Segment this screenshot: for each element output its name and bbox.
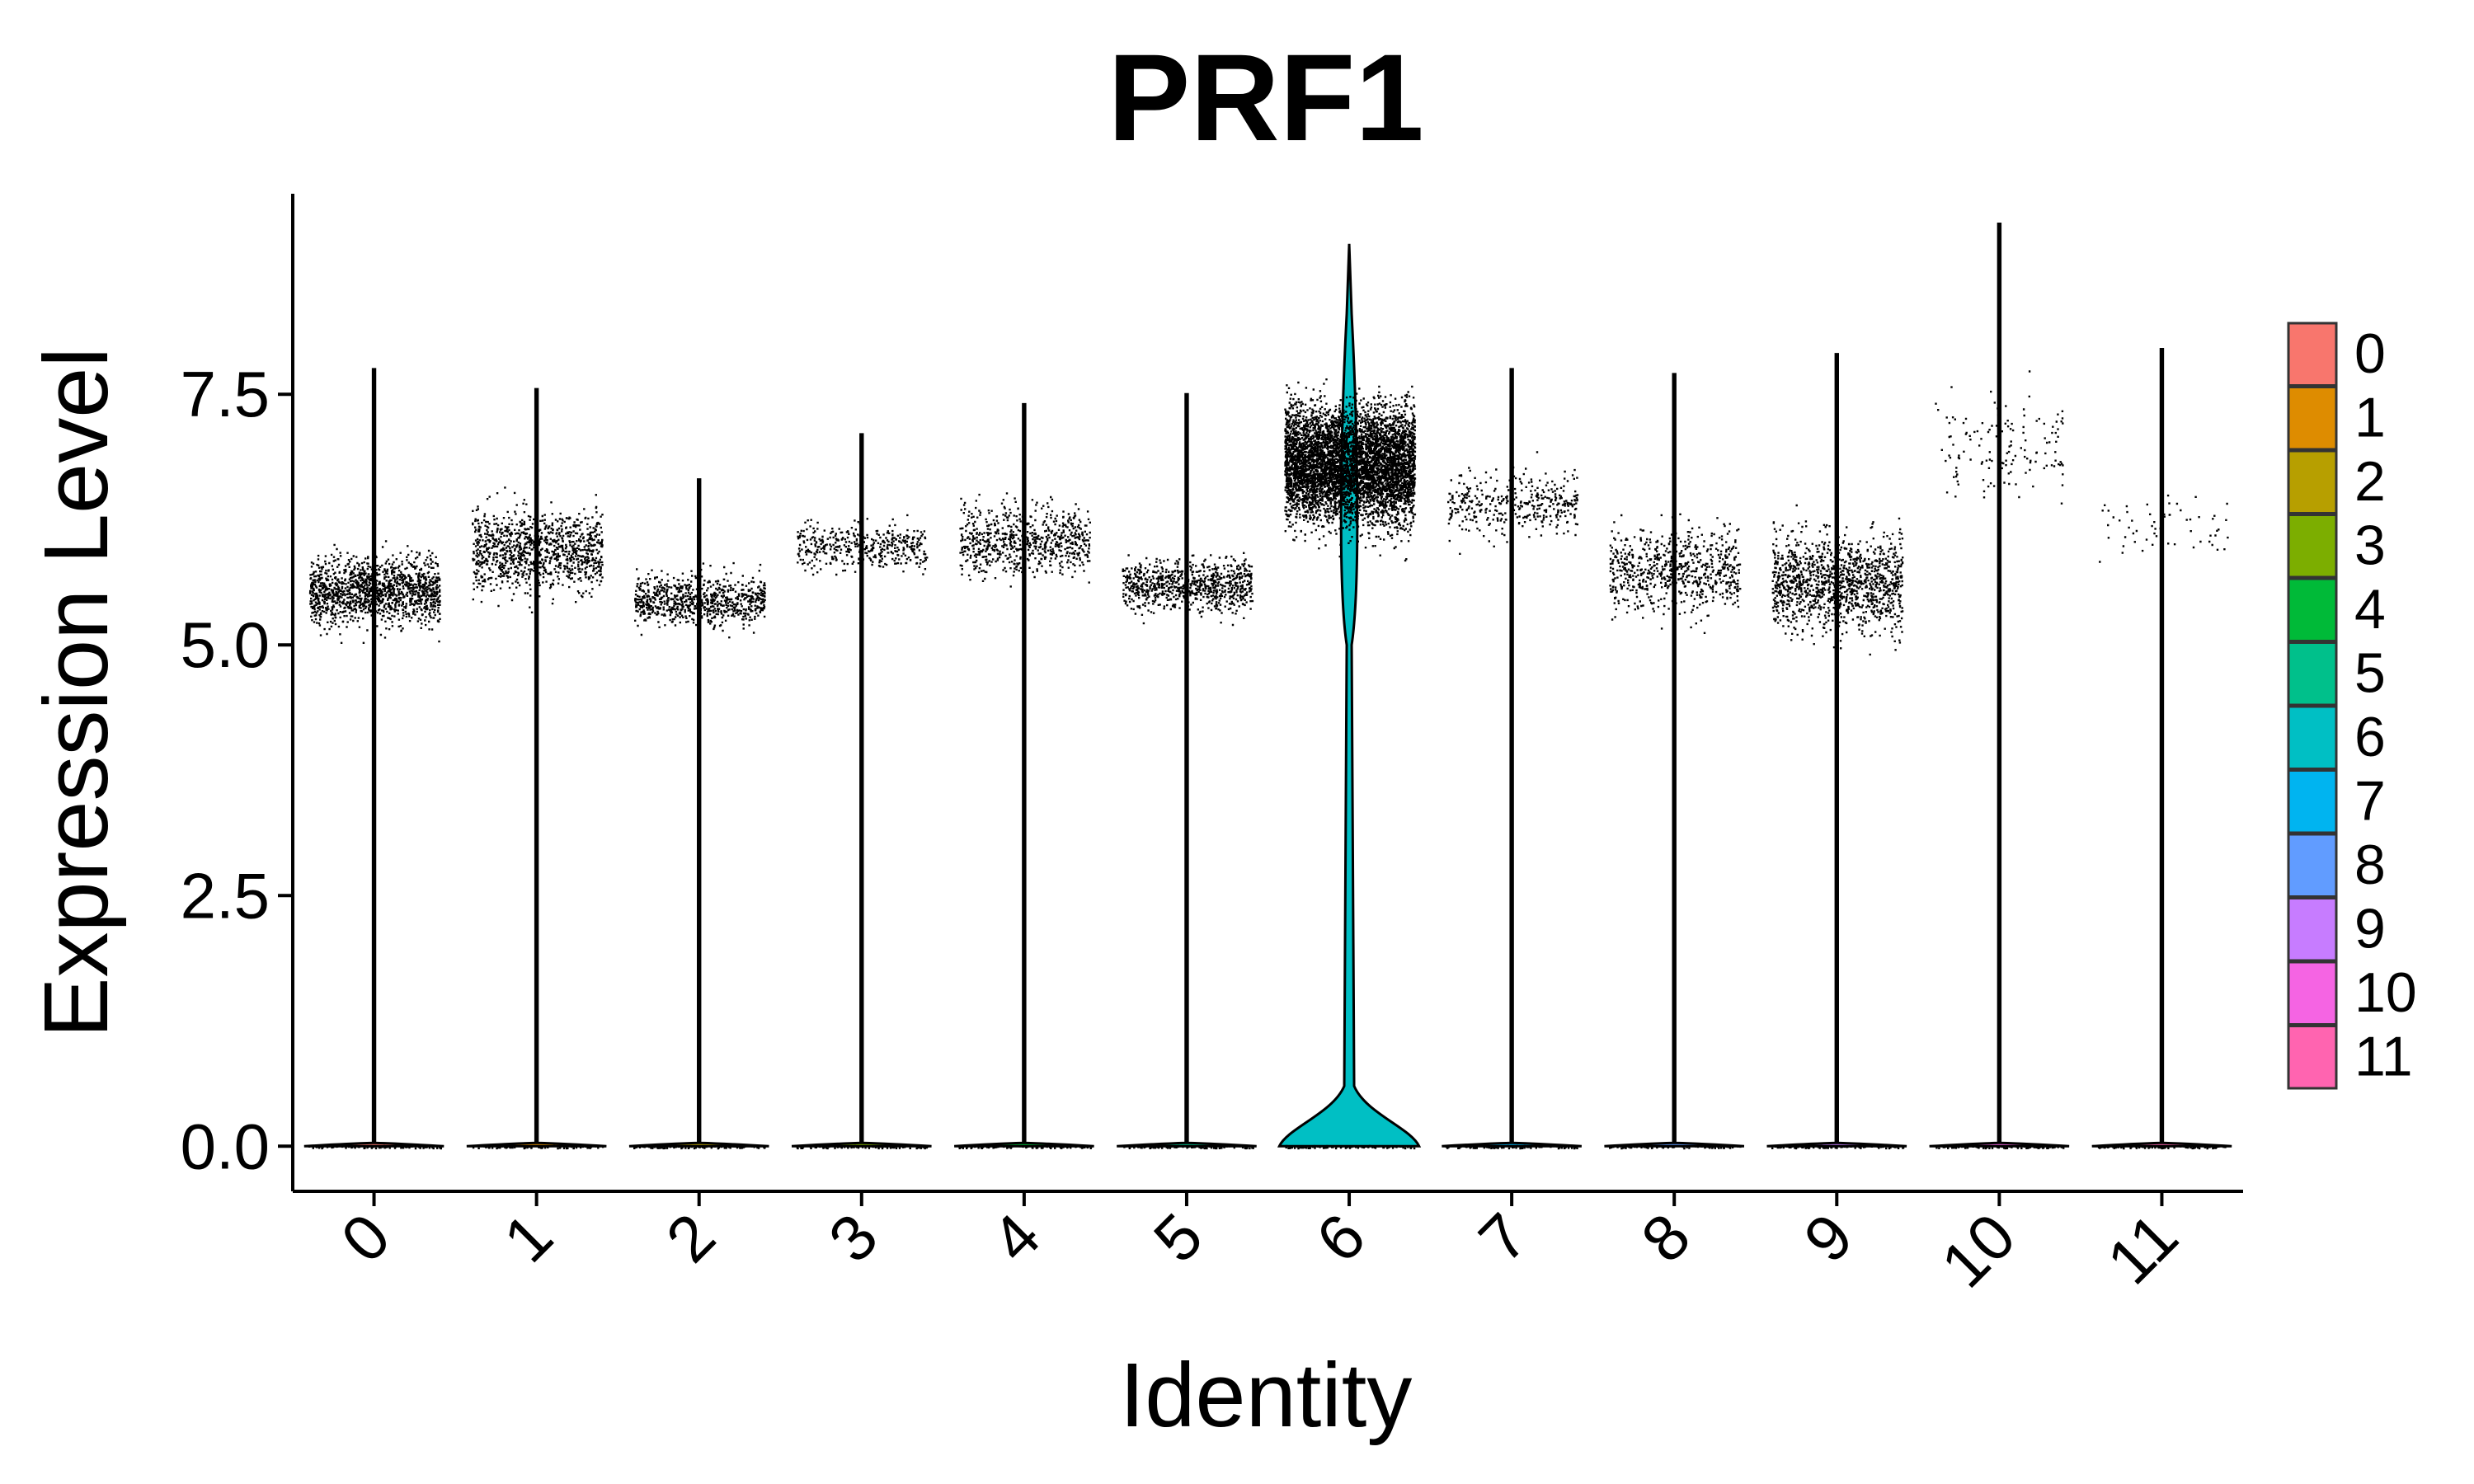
cluster-10-group (1929, 222, 2070, 1150)
cell-points-0 (308, 540, 443, 1150)
legend-label-10: 10 (2354, 961, 2417, 1024)
legend-label-9: 9 (2354, 898, 2386, 960)
points-cluster-6 (1284, 378, 1417, 1150)
points-cluster-2 (633, 561, 766, 1150)
legend-swatch-2 (2287, 449, 2338, 514)
points-cluster-0 (308, 540, 443, 1150)
x-tick-label: 1 (490, 1200, 567, 1276)
cluster-1-group (466, 387, 607, 1150)
cluster-5-group (1117, 392, 1257, 1150)
violin-cluster-11 (2091, 347, 2232, 1148)
y-tick-label: 5.0 (181, 608, 270, 681)
violin-cluster-3 (791, 433, 932, 1148)
x-tick-label: 2 (652, 1200, 729, 1276)
x-axis: 0 1 2 3 4 5 6 7 8 9 10 11 (293, 1190, 2243, 1302)
legend-swatch-11 (2287, 1025, 2338, 1090)
legend-label-8: 8 (2354, 834, 2386, 896)
violin-cluster-9 (1766, 353, 1907, 1148)
legend-label-11: 11 (2354, 1026, 2413, 1088)
cluster-0-group (303, 368, 444, 1150)
x-tick-label: 6 (1302, 1200, 1379, 1276)
legend-label-2: 2 (2354, 450, 2386, 513)
cell-points-6 (1284, 378, 1417, 1150)
violin-cluster-10 (1929, 222, 2070, 1148)
violin-cluster-8 (1604, 373, 1745, 1148)
cluster-3-group (791, 433, 932, 1150)
cluster-9-group (1766, 353, 1907, 1150)
x-tick-label: 11 (2093, 1200, 2191, 1298)
legend-label-4: 4 (2354, 578, 2386, 641)
cell-points-2 (633, 561, 766, 1150)
x-tick-label: 9 (1790, 1200, 1866, 1276)
legend-label-7: 7 (2354, 770, 2386, 833)
violin-cluster-6 (1277, 243, 1422, 1148)
violin-cluster-1 (466, 387, 607, 1148)
x-tick-label: 5 (1140, 1200, 1216, 1276)
y-axis-title: Expression Level (26, 347, 127, 1038)
legend-swatch-7 (2287, 769, 2338, 834)
y-tick-label: 7.5 (181, 358, 270, 430)
legend-label-1: 1 (2354, 387, 2386, 449)
cluster-6-group (1277, 243, 1422, 1150)
cluster-4-group (954, 402, 1094, 1149)
legend-label-0: 0 (2354, 322, 2386, 385)
legend-swatch-10 (2287, 960, 2338, 1026)
legend-swatch-8 (2287, 833, 2338, 898)
legend-swatch-4 (2287, 577, 2338, 642)
cluster-8-group (1604, 373, 1745, 1150)
x-axis-title: Identity (1120, 1345, 1413, 1446)
legend-label-5: 5 (2354, 642, 2386, 705)
violin-cluster-7 (1442, 368, 1582, 1148)
legend-swatch-5 (2287, 641, 2338, 707)
y-tick-label: 2.5 (181, 859, 270, 932)
chart-title: PRF1 (1108, 28, 1423, 167)
violin-cluster-0 (303, 368, 444, 1148)
x-tick-label: 4 (977, 1200, 1054, 1276)
legend-swatch-0 (2287, 322, 2338, 387)
violin-cluster-4 (954, 402, 1094, 1148)
points-cluster-1 (471, 486, 604, 1150)
violin-cluster-5 (1117, 392, 1257, 1148)
legend-swatch-9 (2287, 897, 2338, 962)
x-tick-label: 3 (815, 1200, 891, 1276)
cluster-2-group (628, 478, 769, 1150)
legend-label-3: 3 (2354, 514, 2386, 577)
y-axis: 0.0 2.5 5.0 7.5 (181, 194, 294, 1191)
legend-swatch-3 (2287, 514, 2338, 579)
cluster-7-group (1442, 368, 1582, 1150)
x-tick-label: 7 (1465, 1200, 1541, 1276)
legend-swatch-1 (2287, 386, 2338, 451)
plot-area (303, 222, 2232, 1150)
x-tick-label: 8 (1627, 1200, 1704, 1276)
x-tick-label: 10 (1927, 1200, 2030, 1302)
x-tick-label: 0 (327, 1200, 404, 1276)
legend-swatch-6 (2287, 705, 2338, 770)
y-tick-label: 0.0 (181, 1110, 270, 1182)
violin-cluster-2 (628, 478, 769, 1148)
cluster-11-group (2091, 347, 2232, 1150)
cell-points-1 (471, 486, 604, 1150)
legend-label-6: 6 (2354, 706, 2386, 768)
